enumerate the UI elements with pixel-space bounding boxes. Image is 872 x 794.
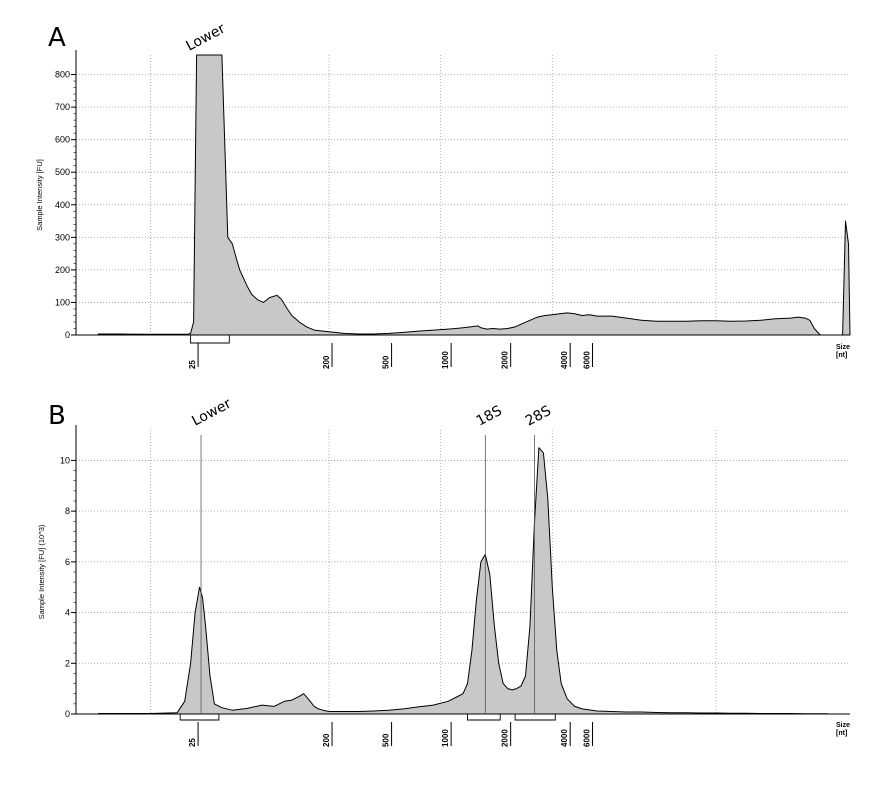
y-tick-label: 400 <box>55 200 70 210</box>
peak-label: 18S <box>474 403 505 430</box>
y-tick-label: 8 <box>65 506 70 516</box>
peak-bracket <box>179 714 220 721</box>
y-tick-label: 200 <box>55 265 70 275</box>
peak-bracket <box>514 714 556 721</box>
panel-letter: A <box>48 23 66 53</box>
size-tick-label: 2000 <box>501 351 510 369</box>
y-tick-label: 700 <box>55 102 70 112</box>
size-axis-unit: [nt] <box>836 352 847 359</box>
y-tick-label: 4 <box>65 608 70 618</box>
y-tick-label: 10 <box>60 455 70 465</box>
y-axis-label: Sample Intensity [FU] <box>35 159 44 231</box>
panel-a-electropherogram: A 0 100 200 300 400 500 600 700 800 Sample Intensi… <box>35 21 851 369</box>
y-tick-label: 100 <box>55 297 70 307</box>
size-tick-label: 25 <box>188 360 197 369</box>
panel-b-electropherogram: B 0 2 4 6 8 10 Sample Intensity [FU] (10^3) Lowe… <box>37 396 850 747</box>
size-tick-label: 6000 <box>583 729 592 747</box>
y-tick-label: 600 <box>55 135 70 145</box>
size-tick-label: 200 <box>322 733 331 747</box>
y-tick-label: 0 <box>65 709 70 719</box>
size-tick-label: 1000 <box>441 729 450 747</box>
size-tick-label: 25 <box>188 738 197 747</box>
size-axis-label: Size <box>836 722 850 729</box>
peak-label: Lower <box>189 396 234 430</box>
size-tick-label: 2000 <box>501 729 510 747</box>
size-tick-label: 500 <box>382 355 391 369</box>
panel-letter: B <box>48 401 66 431</box>
trace-area <box>97 447 829 715</box>
size-axis-label: Size <box>836 344 850 351</box>
size-tick-label: 1000 <box>441 351 450 369</box>
peak-bracket <box>190 335 230 344</box>
size-tick-label: 6000 <box>583 351 592 369</box>
size-tick-label: 500 <box>382 733 391 747</box>
y-axis-label: Sample Intensity [FU] (10^3) <box>37 524 46 619</box>
y-tick-label: 300 <box>55 232 70 242</box>
size-tick-label: 200 <box>322 355 331 369</box>
size-tick-label: 4000 <box>560 729 569 747</box>
y-tick-label: 500 <box>55 167 70 177</box>
size-axis-unit: [nt] <box>836 730 847 737</box>
size-tick-label: 4000 <box>560 351 569 369</box>
y-tick-label: 2 <box>65 658 70 668</box>
trace-area <box>97 54 851 336</box>
peak-label: 28S <box>523 403 554 430</box>
y-tick-label: 6 <box>65 557 70 567</box>
peak-label: Lower <box>183 21 228 55</box>
y-tick-label: 800 <box>55 70 70 80</box>
peak-bracket <box>467 714 501 721</box>
y-tick-label: 0 <box>65 330 70 340</box>
